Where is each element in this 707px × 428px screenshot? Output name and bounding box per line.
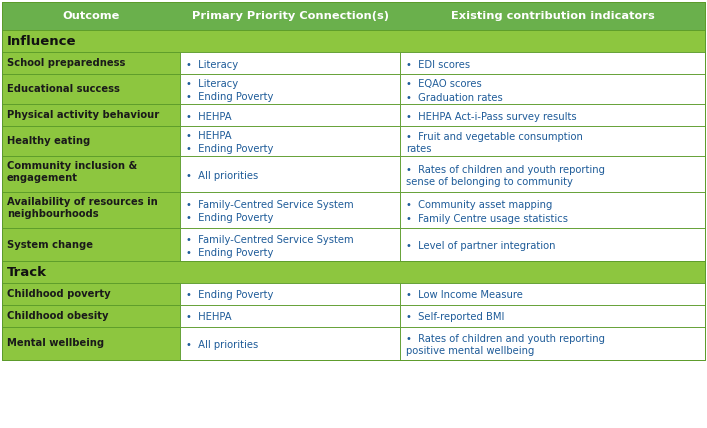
Bar xyxy=(2,52,180,74)
Bar xyxy=(2,156,180,192)
Text: •  All priorities: • All priorities xyxy=(186,170,258,181)
Bar xyxy=(2,327,180,360)
Text: •  Rates of children and youth reporting
positive mental wellbeing: • Rates of children and youth reporting … xyxy=(406,335,605,357)
Bar xyxy=(400,156,705,192)
Text: •  Fruit and vegetable consumption
rates: • Fruit and vegetable consumption rates xyxy=(406,132,583,154)
Bar xyxy=(180,156,400,192)
Bar xyxy=(400,283,705,305)
Text: School preparedness: School preparedness xyxy=(7,58,125,68)
Text: •  HEHPA: • HEHPA xyxy=(186,312,232,323)
Text: •  Rates of children and youth reporting
sense of belonging to community: • Rates of children and youth reporting … xyxy=(406,165,605,187)
Text: •  HEHPA: • HEHPA xyxy=(186,112,232,122)
Text: •  Ending Poverty: • Ending Poverty xyxy=(186,213,274,223)
Bar xyxy=(180,104,400,126)
Text: Influence: Influence xyxy=(7,35,76,48)
Text: •  HEHPA Act-i-Pass survey results: • HEHPA Act-i-Pass survey results xyxy=(406,112,577,122)
Text: •  Literacy: • Literacy xyxy=(186,79,238,89)
Bar xyxy=(2,2,705,360)
Text: •  HEHPA: • HEHPA xyxy=(186,131,232,141)
Bar xyxy=(400,305,705,327)
Text: •  Ending Poverty: • Ending Poverty xyxy=(186,144,274,154)
Text: •  Level of partner integration: • Level of partner integration xyxy=(406,241,556,251)
Text: Physical activity behaviour: Physical activity behaviour xyxy=(7,110,159,120)
Bar xyxy=(180,126,400,156)
Text: •  Family Centre usage statistics: • Family Centre usage statistics xyxy=(406,214,568,224)
Bar xyxy=(400,74,705,104)
Bar xyxy=(180,52,400,74)
Text: •  Community asset mapping: • Community asset mapping xyxy=(406,200,552,210)
Bar xyxy=(400,192,705,228)
Bar xyxy=(2,104,180,126)
Text: Availability of resources in
neighbourhoods: Availability of resources in neighbourho… xyxy=(7,197,158,219)
Text: •  Low Income Measure: • Low Income Measure xyxy=(406,291,523,300)
Text: •  Family-Centred Service System: • Family-Centred Service System xyxy=(186,235,354,244)
Text: •  Literacy: • Literacy xyxy=(186,59,238,69)
Text: •  Family-Centred Service System: • Family-Centred Service System xyxy=(186,200,354,210)
Bar xyxy=(2,261,705,283)
Text: Childhood poverty: Childhood poverty xyxy=(7,289,110,299)
Bar xyxy=(400,52,705,74)
Bar xyxy=(400,126,705,156)
Text: •  Ending Poverty: • Ending Poverty xyxy=(186,247,274,258)
Bar xyxy=(2,305,180,327)
Bar xyxy=(2,126,180,156)
Bar xyxy=(400,327,705,360)
Bar xyxy=(180,327,400,360)
Bar xyxy=(2,192,180,228)
Bar xyxy=(180,228,400,261)
Text: Track: Track xyxy=(7,265,47,279)
Text: Outcome: Outcome xyxy=(62,11,119,21)
Text: •  Ending Poverty: • Ending Poverty xyxy=(186,291,274,300)
Text: Existing contribution indicators: Existing contribution indicators xyxy=(450,11,655,21)
Bar xyxy=(180,305,400,327)
Text: •  Ending Poverty: • Ending Poverty xyxy=(186,92,274,102)
Bar xyxy=(180,74,400,104)
Bar xyxy=(2,74,180,104)
Text: System change: System change xyxy=(7,240,93,250)
Bar xyxy=(400,104,705,126)
Text: •  EDI scores: • EDI scores xyxy=(406,59,470,69)
Bar xyxy=(2,283,180,305)
Text: Healthy eating: Healthy eating xyxy=(7,136,90,146)
Text: Educational success: Educational success xyxy=(7,84,120,94)
Text: Mental wellbeing: Mental wellbeing xyxy=(7,339,104,348)
Text: •  All priorities: • All priorities xyxy=(186,340,258,350)
Bar xyxy=(2,30,705,52)
Bar xyxy=(2,2,705,30)
Text: •  Self-reported BMI: • Self-reported BMI xyxy=(406,312,504,323)
Bar xyxy=(180,283,400,305)
Bar xyxy=(2,228,180,261)
Bar xyxy=(400,228,705,261)
Text: Community inclusion &
engagement: Community inclusion & engagement xyxy=(7,161,137,183)
Text: •  Graduation rates: • Graduation rates xyxy=(406,93,503,103)
Text: •  EQAO scores: • EQAO scores xyxy=(406,79,481,89)
Bar xyxy=(180,192,400,228)
Text: Childhood obesity: Childhood obesity xyxy=(7,311,108,321)
Text: Primary Priority Connection(s): Primary Priority Connection(s) xyxy=(192,11,389,21)
